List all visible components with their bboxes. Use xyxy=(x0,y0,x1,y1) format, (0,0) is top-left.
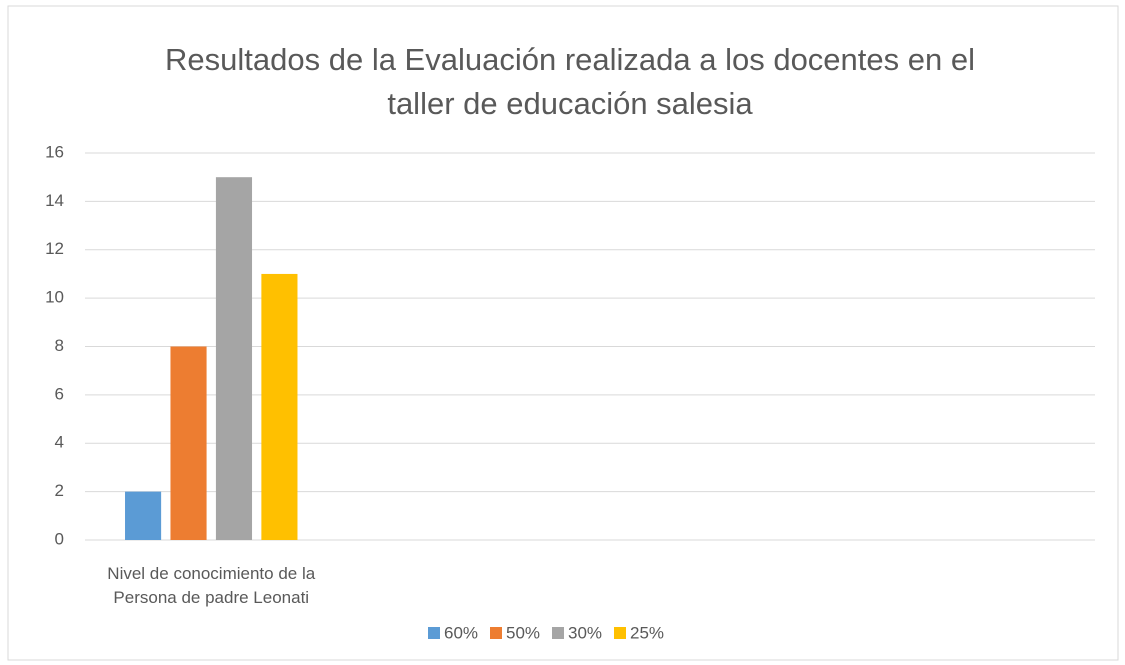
y-tick-label: 6 xyxy=(55,384,64,403)
chart-title: Resultados de la Evaluación realizada a … xyxy=(165,42,975,121)
y-tick-label: 12 xyxy=(45,239,64,258)
legend-label: 50% xyxy=(506,623,540,642)
legend-swatch xyxy=(614,627,626,639)
bar xyxy=(170,346,207,540)
bar xyxy=(261,273,298,540)
y-tick-label: 16 xyxy=(45,142,64,161)
legend-label: 60% xyxy=(444,623,478,642)
legend-swatch xyxy=(552,627,564,639)
legend-swatch xyxy=(428,627,440,639)
y-tick-label: 4 xyxy=(55,433,64,452)
bar xyxy=(125,491,162,540)
legend-label: 30% xyxy=(568,623,602,642)
y-tick-label: 14 xyxy=(45,191,64,210)
chart-border xyxy=(7,5,1119,661)
x-tick-label: Nivel de conocimiento de la Persona de p… xyxy=(107,564,316,607)
y-tick-label: 10 xyxy=(45,288,64,307)
bar xyxy=(215,177,253,540)
y-tick-label: 8 xyxy=(55,336,64,355)
y-tick-label: 2 xyxy=(55,481,64,500)
y-tick-label: 0 xyxy=(55,529,64,548)
legend-swatch xyxy=(490,627,502,639)
legend-label: 25% xyxy=(630,623,664,642)
